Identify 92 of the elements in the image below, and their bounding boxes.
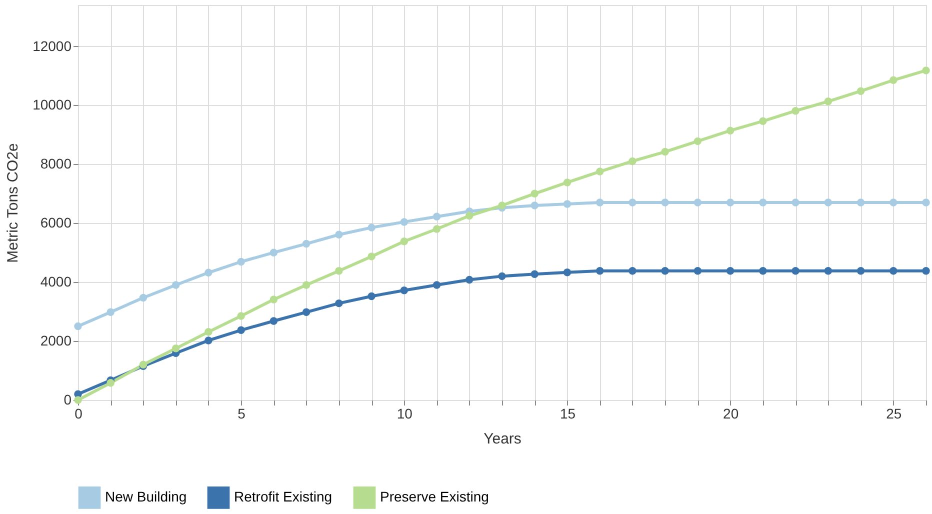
point [694,267,702,275]
point [237,326,245,334]
point [335,230,343,238]
point [759,267,767,275]
point [400,238,408,246]
point [596,267,604,275]
point [204,328,212,336]
point [302,281,310,289]
point [237,258,245,266]
legend-label: Retrofit Existing [234,488,332,505]
point [726,198,734,206]
point [204,268,212,277]
point [824,98,832,106]
point [172,281,180,289]
point [856,198,865,206]
point [237,312,245,320]
point [726,267,734,275]
point [335,267,343,275]
point [270,317,278,325]
point [400,218,408,226]
y-tick-label: 12000 [32,38,72,54]
point [466,212,474,220]
point [890,76,898,84]
point [368,252,376,260]
x-tick-label: 0 [74,406,83,422]
point [432,225,441,233]
point [498,202,506,210]
point [563,178,572,186]
x-tick-label: 15 [560,406,576,422]
y-tick-label: 4000 [40,274,72,290]
point [74,396,82,404]
point [563,200,572,208]
point [563,268,572,276]
point [270,248,278,256]
point [204,336,212,344]
point [628,198,636,206]
point [922,198,930,206]
point [530,190,538,198]
point [922,66,930,74]
point [759,198,767,206]
point [694,198,702,206]
point [368,292,376,300]
point [432,212,441,221]
point [74,322,82,330]
point [466,276,474,284]
point [726,126,734,134]
point [694,137,702,146]
point [824,267,832,275]
point [368,224,376,232]
y-tick-label: 2000 [40,332,72,349]
x-tick-label: 5 [238,406,246,422]
point [661,198,669,206]
y-tick-label: 8000 [40,156,72,172]
point [530,202,538,210]
point [596,198,604,206]
point [596,168,604,176]
x-tick-label: 25 [886,406,902,422]
point [922,267,930,275]
point [792,267,800,275]
point [498,272,506,280]
point [335,299,343,308]
point [856,267,865,275]
point [661,267,669,275]
x-axis-title: Years [484,430,522,448]
legend-label: Preserve Existing [380,488,489,505]
x-tick-label: 20 [723,406,739,422]
y-tick-label: 0 [64,392,72,408]
point [661,148,669,156]
y-tick-label: 10000 [32,96,72,113]
point [759,117,767,126]
point [530,270,538,278]
point [106,379,114,387]
point [628,157,636,166]
point [302,240,310,248]
point [792,198,800,206]
point [270,296,278,304]
point [890,198,898,206]
legend-label: New Building [105,488,187,505]
point [628,267,636,275]
point [172,344,180,352]
point [302,308,310,316]
point [106,308,114,316]
x-tick-label: 10 [396,406,413,422]
point [792,106,800,115]
y-tick-label: 6000 [40,214,72,231]
point [432,281,441,289]
y-axis-title: Metric Tons CO2e [4,143,22,263]
point [890,267,898,275]
point [400,286,408,294]
point [856,87,865,95]
point [139,294,148,302]
point [824,198,832,206]
